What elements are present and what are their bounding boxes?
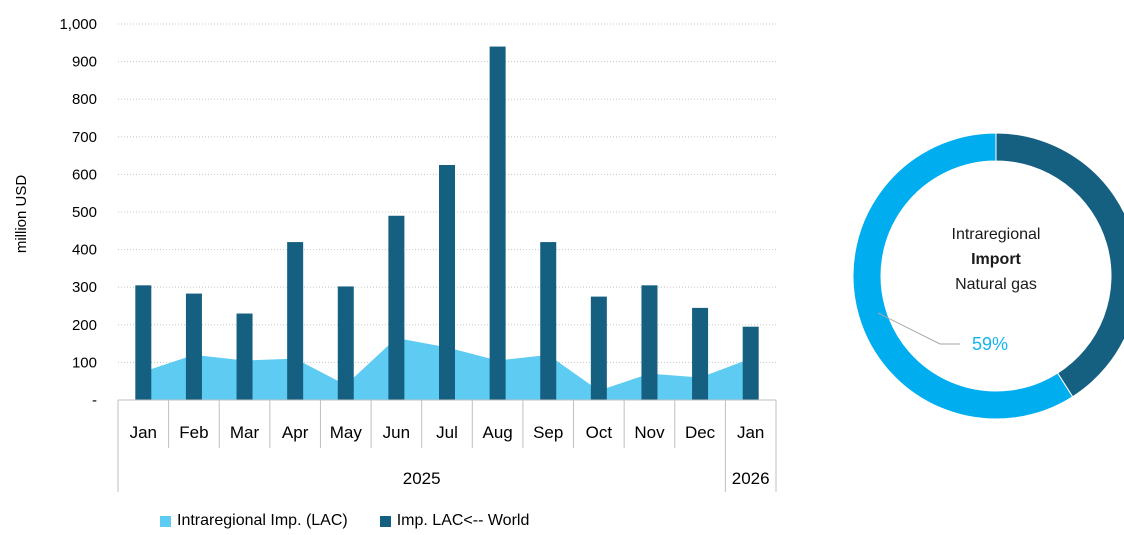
- legend-swatch: [160, 515, 171, 527]
- y-tick-label: 200: [72, 317, 97, 334]
- bar-series: [135, 46, 759, 401]
- x-tick-label: Jan: [737, 423, 764, 442]
- legend-item-intraregional: Intraregional Imp. (LAC): [160, 512, 348, 530]
- x-tick-label: Dec: [685, 423, 716, 442]
- bar-imp-world: [236, 313, 253, 400]
- y-tick-label: 300: [72, 279, 97, 296]
- legend: Intraregional Imp. (LAC) Imp. LAC<-- Wor…: [160, 512, 529, 530]
- bar-imp-world: [337, 286, 354, 400]
- bar-imp-world: [489, 46, 506, 401]
- x-tick-label: Oct: [586, 423, 613, 442]
- bar-imp-world: [287, 242, 304, 400]
- y-tick-label: -: [92, 392, 97, 409]
- y-axis-label: million USD: [13, 175, 30, 254]
- bar-imp-world: [135, 285, 152, 400]
- bar-imp-world: [590, 296, 607, 400]
- donut-slice-other: [995, 132, 1124, 398]
- x-tick-label: Jan: [130, 423, 157, 442]
- x-axis: Jan Feb Mar Apr May Jun Jul Aug Sep Oct Nov Dec Jan 2…: [117, 399, 777, 492]
- legend-label: Intraregional Imp. (LAC): [177, 512, 348, 529]
- x-tick-label: Apr: [282, 423, 309, 442]
- x-tick-label: Nov: [634, 423, 665, 442]
- bar-imp-world: [540, 242, 557, 400]
- donut-chart: [852, 132, 1124, 420]
- y-tick-label: 700: [72, 129, 97, 146]
- legend-swatch: [379, 515, 391, 527]
- donut-slice-intraregional: [852, 132, 1074, 420]
- y-tick-label: 400: [72, 242, 97, 259]
- x-tick-label: Sep: [533, 423, 563, 442]
- x-tick-label: May: [330, 423, 363, 442]
- x-tick-label: Feb: [179, 423, 208, 442]
- legend-item-world: Imp. LAC<-- World: [379, 512, 530, 530]
- bar-imp-world: [388, 215, 405, 400]
- y-axis: - 100 200 300 400 500 600 700 800 900 1,000: [59, 16, 97, 409]
- y-tick-label: 800: [72, 91, 97, 108]
- bar-imp-world: [641, 285, 658, 400]
- y-tick-label: 900: [72, 54, 97, 71]
- y-tick-label: 100: [72, 354, 97, 371]
- bar-imp-world: [692, 307, 709, 400]
- x-tick-label: Jul: [436, 423, 458, 442]
- x-tick-label: Jun: [383, 423, 410, 442]
- donut-leader-line: [877, 312, 960, 345]
- bar-imp-world: [185, 293, 202, 400]
- bar-imp-world: [742, 326, 759, 400]
- y-tick-label: 600: [72, 166, 97, 183]
- x-tick-label: Aug: [482, 423, 512, 442]
- year-group-label: 2026: [732, 469, 770, 488]
- bar-imp-world: [439, 165, 455, 400]
- legend-label: Imp. LAC<-- World: [396, 512, 530, 529]
- year-group-label: 2025: [403, 469, 441, 488]
- y-tick-label: 1,000: [59, 16, 97, 33]
- y-tick-label: 500: [72, 204, 97, 221]
- x-tick-label: Mar: [230, 423, 260, 442]
